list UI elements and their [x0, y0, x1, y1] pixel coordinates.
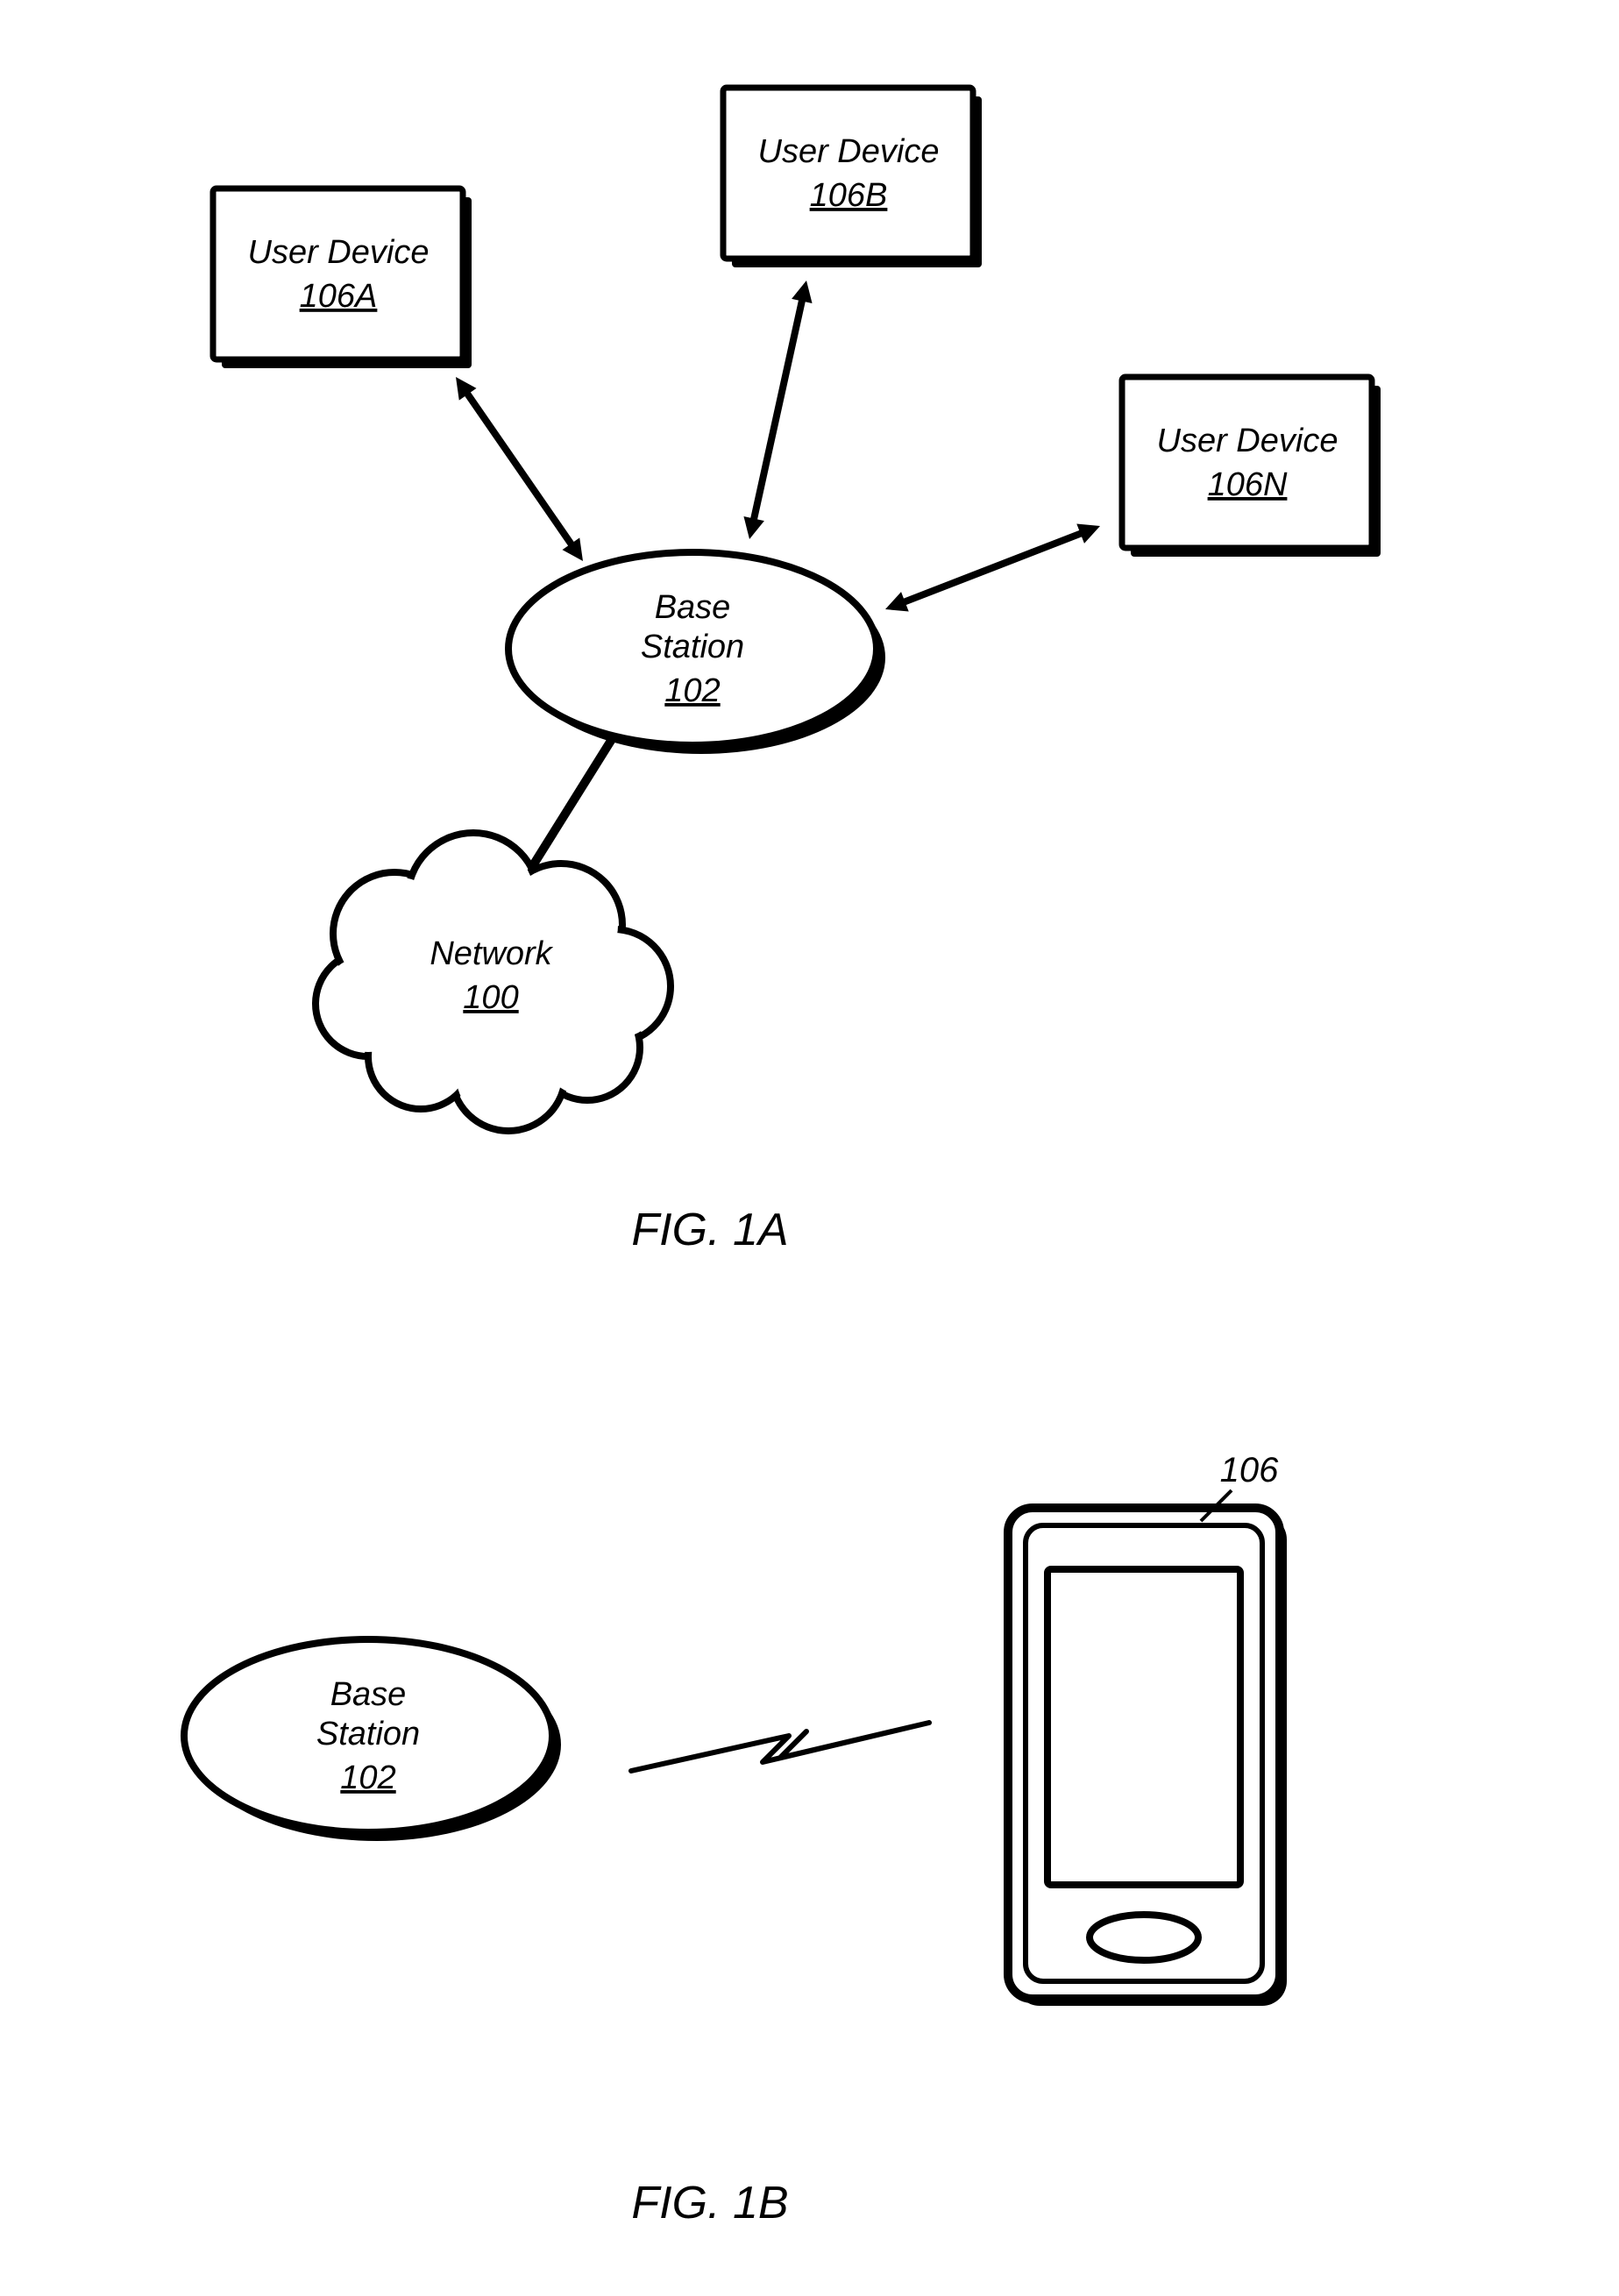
phone-callout: 106 — [1220, 1451, 1279, 1489]
wireless-bolt-icon — [631, 1723, 929, 1771]
svg-text:Base: Base — [330, 1676, 407, 1713]
phone-device — [1008, 1490, 1287, 2006]
user-device-ref: 106B — [810, 177, 888, 214]
network-label: Network — [430, 935, 553, 972]
user-device-label: User Device — [1157, 423, 1339, 459]
user-device-label: User Device — [758, 133, 940, 170]
svg-text:Station: Station — [641, 629, 744, 665]
user-device-ref: 106N — [1208, 466, 1288, 503]
network-link — [526, 736, 614, 877]
svg-text:102: 102 — [664, 672, 720, 709]
user-device-ref: 106A — [300, 278, 378, 315]
svg-text:102: 102 — [340, 1759, 395, 1796]
network-ref: 100 — [463, 979, 518, 1016]
svg-text:Base: Base — [655, 589, 731, 626]
user-device-label: User Device — [248, 234, 430, 271]
fig-1a-caption: FIG. 1A — [631, 1205, 788, 1255]
fig-1b-caption: FIG. 1B — [631, 2178, 788, 2228]
svg-text:Station: Station — [316, 1716, 420, 1752]
